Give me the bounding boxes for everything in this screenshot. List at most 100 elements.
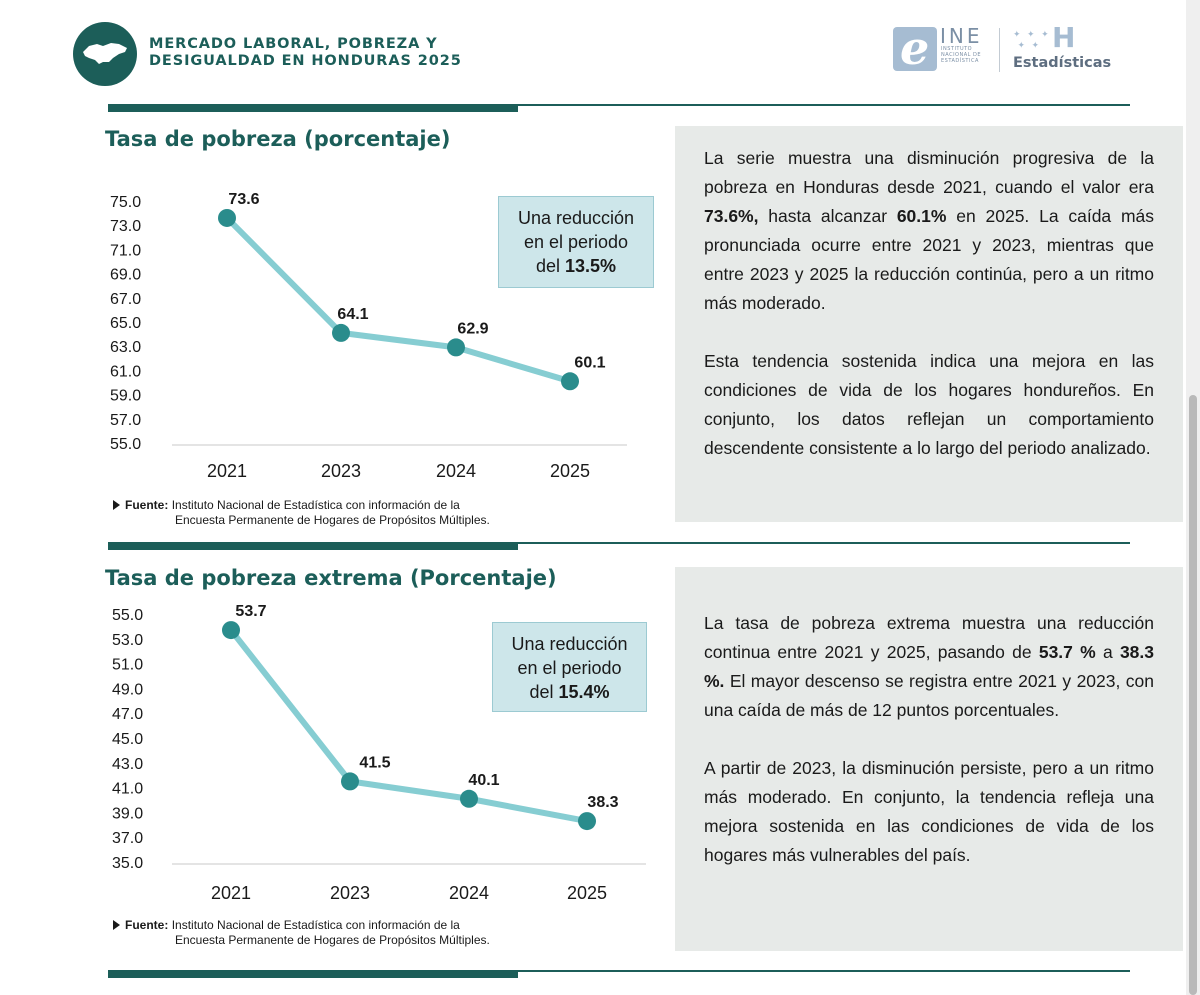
- y-tick-label: 61.0: [110, 363, 141, 380]
- paragraph-text: La tasa de pobreza extrema muestra una r…: [704, 613, 1154, 662]
- analysis-paragraph-1: La tasa de pobreza extrema muestra una r…: [704, 609, 1154, 725]
- callout-prefix: del: [529, 682, 559, 702]
- data-point: [447, 338, 465, 357]
- divider-bottom: [108, 970, 1130, 972]
- divider-top-accent: [108, 104, 518, 112]
- x-tick-label: 2025: [550, 461, 590, 481]
- source-text1: Instituto Nacional de Estadística con in…: [171, 918, 460, 932]
- x-tick-label: 2024: [436, 461, 476, 481]
- source-note-pobreza-extrema: Fuente: Instituto Nacional de Estadístic…: [113, 918, 533, 948]
- data-point: [578, 812, 596, 831]
- data-label: 64.1: [337, 306, 368, 323]
- ine-sub1: INSTITUTO: [941, 46, 973, 52]
- callout-prefix: del: [535, 256, 565, 276]
- y-tick-label: 67.0: [110, 291, 141, 308]
- emphasized-text: 73.6%,: [704, 206, 759, 226]
- stars-icon: ✦ ✦ ✦ ✦ ✦: [1013, 29, 1051, 50]
- y-tick-label: 41.0: [112, 781, 143, 798]
- data-point: [460, 789, 478, 808]
- y-tick-label: 53.0: [112, 632, 143, 649]
- callout-line2: en el periodo: [523, 232, 629, 252]
- emphasized-text: 38.3 %.: [704, 642, 1155, 691]
- series-line: [228, 627, 590, 825]
- analysis-panel-pobreza-extrema: La tasa de pobreza extrema muestra una r…: [675, 567, 1183, 951]
- y-tick-label: 37.0: [112, 830, 143, 847]
- triangle-bullet-icon: [113, 920, 120, 930]
- callout-line3: del 13.5%: [499, 254, 653, 278]
- x-tick-label: 2023: [321, 461, 361, 481]
- source-text1: Instituto Nacional de Estadística con in…: [171, 498, 460, 512]
- divider-middle: [108, 542, 1130, 544]
- divider-bottom-accent: [108, 970, 518, 978]
- x-tick-label: 2025: [567, 883, 607, 903]
- data-label: 53.7: [235, 603, 266, 620]
- chart-pobreza-extrema: 35.0 37.0 39.0 41.0 43.0 45.0 47.0 49.0 51.0 53.0…: [112, 603, 646, 903]
- y-tick-label: 49.0: [112, 681, 143, 698]
- data-point: [561, 372, 579, 391]
- x-tick-label: 2021: [207, 461, 247, 481]
- analysis-panel-pobreza: La serie muestra una disminución progres…: [675, 126, 1183, 522]
- x-tick-label: 2023: [330, 883, 370, 903]
- report-title-line2: DESIGUALDAD EN HONDURAS 2025: [149, 53, 462, 69]
- data-point: [222, 621, 240, 640]
- paragraph-text: El mayor descenso se registra entre 2021…: [704, 671, 1154, 720]
- paragraph-text: La serie muestra una disminución progres…: [704, 148, 1154, 197]
- ine-sub3: ESTADÍSTICA: [941, 58, 979, 64]
- callout-pobreza: Una reducción en el periodo del 13.5%: [498, 196, 654, 288]
- report-title: MERCADO LABORAL, POBREZA Y DESIGUALDAD E…: [149, 36, 509, 70]
- paragraph-text: A partir de 2023, la disminución persist…: [704, 758, 1154, 865]
- y-tick-label: 39.0: [112, 805, 143, 822]
- y-tick-label: 69.0: [110, 267, 141, 284]
- ine-sub2: NACIONAL DE: [941, 52, 982, 58]
- y-tick-label: 45.0: [112, 731, 143, 748]
- h-logo-icon: H: [1052, 21, 1076, 54]
- y-tick-label: 47.0: [112, 706, 143, 723]
- data-point: [341, 772, 359, 791]
- triangle-bullet-icon: [113, 500, 120, 510]
- source-label: Fuente:: [125, 498, 169, 512]
- y-tick-label: 55.0: [112, 607, 143, 624]
- callout-value: 15.4%: [558, 682, 610, 702]
- callout-value: 13.5%: [564, 256, 617, 276]
- analysis-paragraph-2: A partir de 2023, la disminución persist…: [704, 754, 1154, 870]
- data-label: 60.1: [574, 354, 605, 371]
- analysis-paragraph-2: Esta tendencia sostenida indica una mejo…: [704, 347, 1154, 463]
- data-label: 40.1: [468, 772, 499, 789]
- source-text2: Encuesta Permanente de Hogares de Propós…: [175, 513, 490, 527]
- callout-line3: del 15.4%: [493, 680, 646, 704]
- callout-line1: Una reducción: [511, 634, 628, 654]
- data-label: 41.5: [359, 754, 390, 771]
- y-tick-label: 43.0: [112, 756, 143, 773]
- y-tick-label: 63.0: [110, 339, 141, 356]
- divider-middle-accent: [108, 542, 518, 550]
- y-tick-label: 73.0: [110, 218, 141, 235]
- source-text2: Encuesta Permanente de Hogares de Propós…: [175, 933, 490, 947]
- chart-pobreza: 55.0 57.0 59.0 61.0 63.0 65.0 67.0 69.0 71.0 73.0…: [110, 191, 627, 481]
- analysis-paragraph-1: La serie muestra una disminución progres…: [704, 144, 1154, 318]
- paragraph-text: hasta alcanzar: [758, 206, 897, 226]
- y-tick-label: 55.0: [110, 436, 141, 453]
- y-tick-label: 57.0: [110, 412, 141, 429]
- y-tick-label: 51.0: [112, 657, 143, 674]
- callout-pobreza-extrema: Una reducción en el periodo del 15.4%: [492, 622, 647, 712]
- emphasized-text: 60.1%: [896, 206, 947, 226]
- ine-logo-text: INE: [940, 24, 983, 48]
- divider-top: [108, 104, 1130, 106]
- y-tick-label: 59.0: [110, 388, 141, 405]
- data-label: 62.9: [457, 320, 488, 337]
- source-note-pobreza: Fuente: Instituto Nacional de Estadístic…: [113, 498, 533, 528]
- honduras-map-logo: [73, 22, 137, 86]
- logo-separator: [999, 28, 1000, 72]
- y-tick-label: 65.0: [110, 315, 141, 332]
- callout-line2: en el periodo: [517, 658, 622, 678]
- x-tick-label: 2021: [211, 883, 251, 903]
- section-title-pobreza-extrema: Tasa de pobreza extrema (Porcentaje): [105, 566, 557, 590]
- data-label: 38.3: [587, 794, 618, 811]
- data-label: 73.6: [228, 191, 259, 208]
- vertical-scrollbar[interactable]: [1189, 395, 1197, 995]
- data-point: [218, 208, 236, 227]
- estadisticas-logo-text: Estadísticas: [1013, 55, 1112, 71]
- emphasized-text: 53.7 %: [1038, 642, 1096, 662]
- honduras-map-icon: [83, 43, 127, 64]
- source-label: Fuente:: [125, 918, 169, 932]
